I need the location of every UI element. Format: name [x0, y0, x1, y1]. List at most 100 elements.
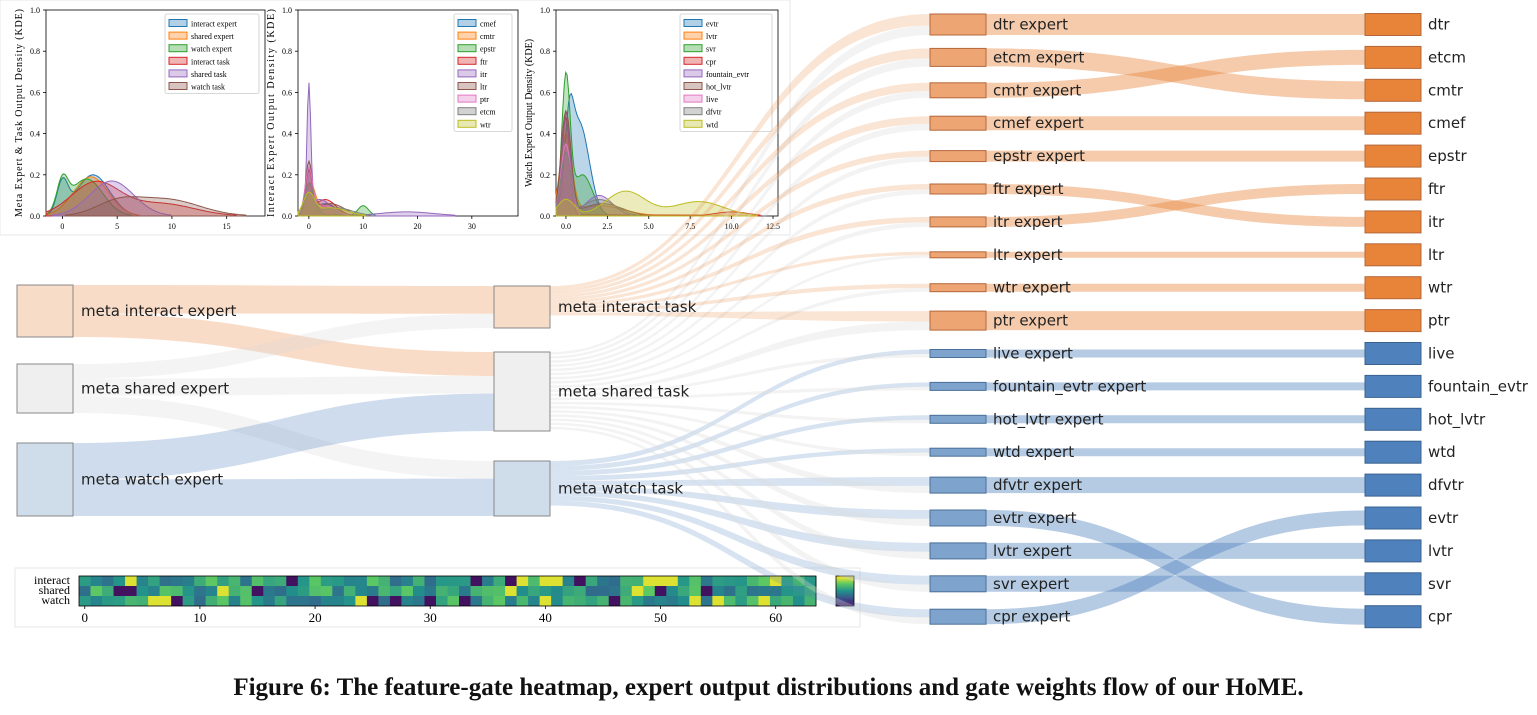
legend-label: hot_lvtr: [706, 83, 732, 92]
heatmap-cell: [286, 576, 299, 586]
heatmap-cell: [125, 596, 137, 606]
legend-frame: [164, 13, 260, 94]
x-tick-label: 10.0: [725, 222, 739, 231]
legend: cmef cmtr epstr ftr itr ltr ptr etcm wtr: [453, 13, 513, 132]
legend-swatch: [168, 44, 188, 53]
task-node: [1364, 605, 1422, 629]
task-node: [1364, 78, 1422, 102]
legend-swatch: [683, 19, 703, 27]
heatmap-cell: [620, 586, 633, 596]
heatmap-cell: [401, 596, 414, 606]
flow-meta-task-to-expert: [550, 382, 930, 471]
task-label: ftr: [1428, 180, 1446, 198]
y-tick-label: 0.4: [540, 130, 550, 139]
task-label: evtr: [1428, 509, 1459, 527]
colorbar-segment: [836, 602, 854, 604]
heatmap-cell: [643, 586, 656, 596]
meta-task-label: meta watch task: [558, 480, 683, 498]
expert-label: dfvtr expert: [993, 476, 1082, 494]
colorbar-segment: [836, 583, 854, 585]
heatmap-cell: [620, 596, 633, 606]
heatmap-cell: [148, 596, 161, 606]
expert-label: dtr expert: [993, 16, 1068, 34]
legend-label: lvtr: [706, 32, 717, 41]
heatmap-cell: [654, 586, 667, 596]
colorbar-segment: [836, 604, 854, 606]
colorbar-segment: [836, 580, 854, 582]
heatmap-cell: [435, 576, 448, 586]
flow-shared-task-to-expert: [550, 414, 930, 526]
density-area-dfvtr: [555, 151, 640, 217]
colorbar-segment: [836, 603, 854, 605]
kde-panel-3: 0.0 0.2 0.4 0.6 0.8 1.0 0.0 2.5 5.0 7.5 10.0 12.5 Wa…: [524, 6, 780, 231]
heatmap-cell: [355, 586, 368, 596]
expert-node: [929, 447, 987, 457]
heatmap-cell: [79, 576, 91, 586]
heatmap-cell: [217, 586, 230, 596]
density-area-shared-task: [52, 180, 172, 217]
heatmap-cell: [205, 596, 218, 606]
heatmap-cell: [263, 576, 276, 586]
task-label: cpr: [1428, 608, 1453, 626]
heatmap-cell: [424, 576, 437, 586]
heatmap-row-label: watch: [41, 593, 70, 607]
y-tick-label: 0.4: [30, 130, 40, 139]
flow-meta-task-to-expert: [550, 216, 930, 307]
heatmap-cell: [666, 576, 679, 586]
heatmap-cell: [435, 596, 448, 606]
flow-shared-task-to-expert: [550, 123, 930, 367]
heatmap-cell: [159, 596, 172, 606]
heatmap-cell: [758, 596, 771, 606]
meta-expert-node: [16, 363, 74, 414]
heatmap-cell: [263, 586, 276, 596]
figure-caption: Figure 6: The feature-gate heatmap, expe…: [233, 674, 1304, 701]
colorbar-segment: [836, 592, 854, 594]
task-node: [1364, 473, 1422, 497]
task-label: wtr: [1428, 279, 1453, 297]
colorbar-segment: [836, 584, 854, 586]
task-node: [1364, 276, 1422, 300]
heatmap-cell: [125, 576, 137, 586]
heatmap-cell: [505, 596, 517, 606]
heatmap-cell: [746, 576, 759, 586]
heatmap-cell: [228, 596, 241, 606]
legend-swatch: [457, 94, 477, 103]
legend-label: evtr: [706, 20, 719, 29]
heatmap-cell: [781, 576, 794, 586]
meta-expert-node: [16, 284, 74, 338]
heatmap-cell: [228, 586, 241, 596]
colorbar-segment: [836, 605, 854, 607]
colorbar-segment: [836, 599, 854, 601]
legend-label: ltr: [480, 83, 487, 92]
heatmap-cell: [355, 596, 368, 606]
x-tick-label: 12.5: [766, 222, 780, 231]
colorbar-border: [835, 575, 855, 607]
heatmap-cell: [320, 576, 333, 586]
legend-swatch: [457, 19, 477, 27]
flow-meta-expert-to-task: [73, 393, 494, 480]
heatmap-cell: [758, 576, 771, 586]
heatmap-cell: [631, 576, 644, 586]
x-tick-label: 0: [307, 222, 311, 231]
expert-label: wtd expert: [993, 443, 1074, 461]
expert-label: wtr expert: [993, 279, 1071, 297]
flow-meta-task-to-expert: [550, 116, 930, 298]
legend-swatch: [457, 69, 477, 78]
heatmap-cell: [700, 586, 713, 596]
colorbar-segment: [836, 581, 854, 583]
expert-node: [929, 47, 987, 67]
legend-label: ftr: [480, 57, 488, 66]
x-tick-label: 5: [115, 222, 119, 231]
expert-label: fountain_evtr expert: [993, 377, 1146, 396]
heatmap-cell: [597, 586, 610, 596]
y-tick-label: 0.2: [282, 171, 292, 180]
meta-expert-node: [16, 442, 74, 517]
heatmap-cell: [251, 596, 264, 606]
heatmap-cell: [113, 576, 126, 586]
heatmap-cell: [182, 596, 195, 606]
heatmap-cell: [562, 576, 575, 586]
heatmap-cell: [366, 586, 379, 596]
legend-label: cpr: [706, 57, 717, 66]
flow-expert-to-task: [986, 283, 1365, 292]
